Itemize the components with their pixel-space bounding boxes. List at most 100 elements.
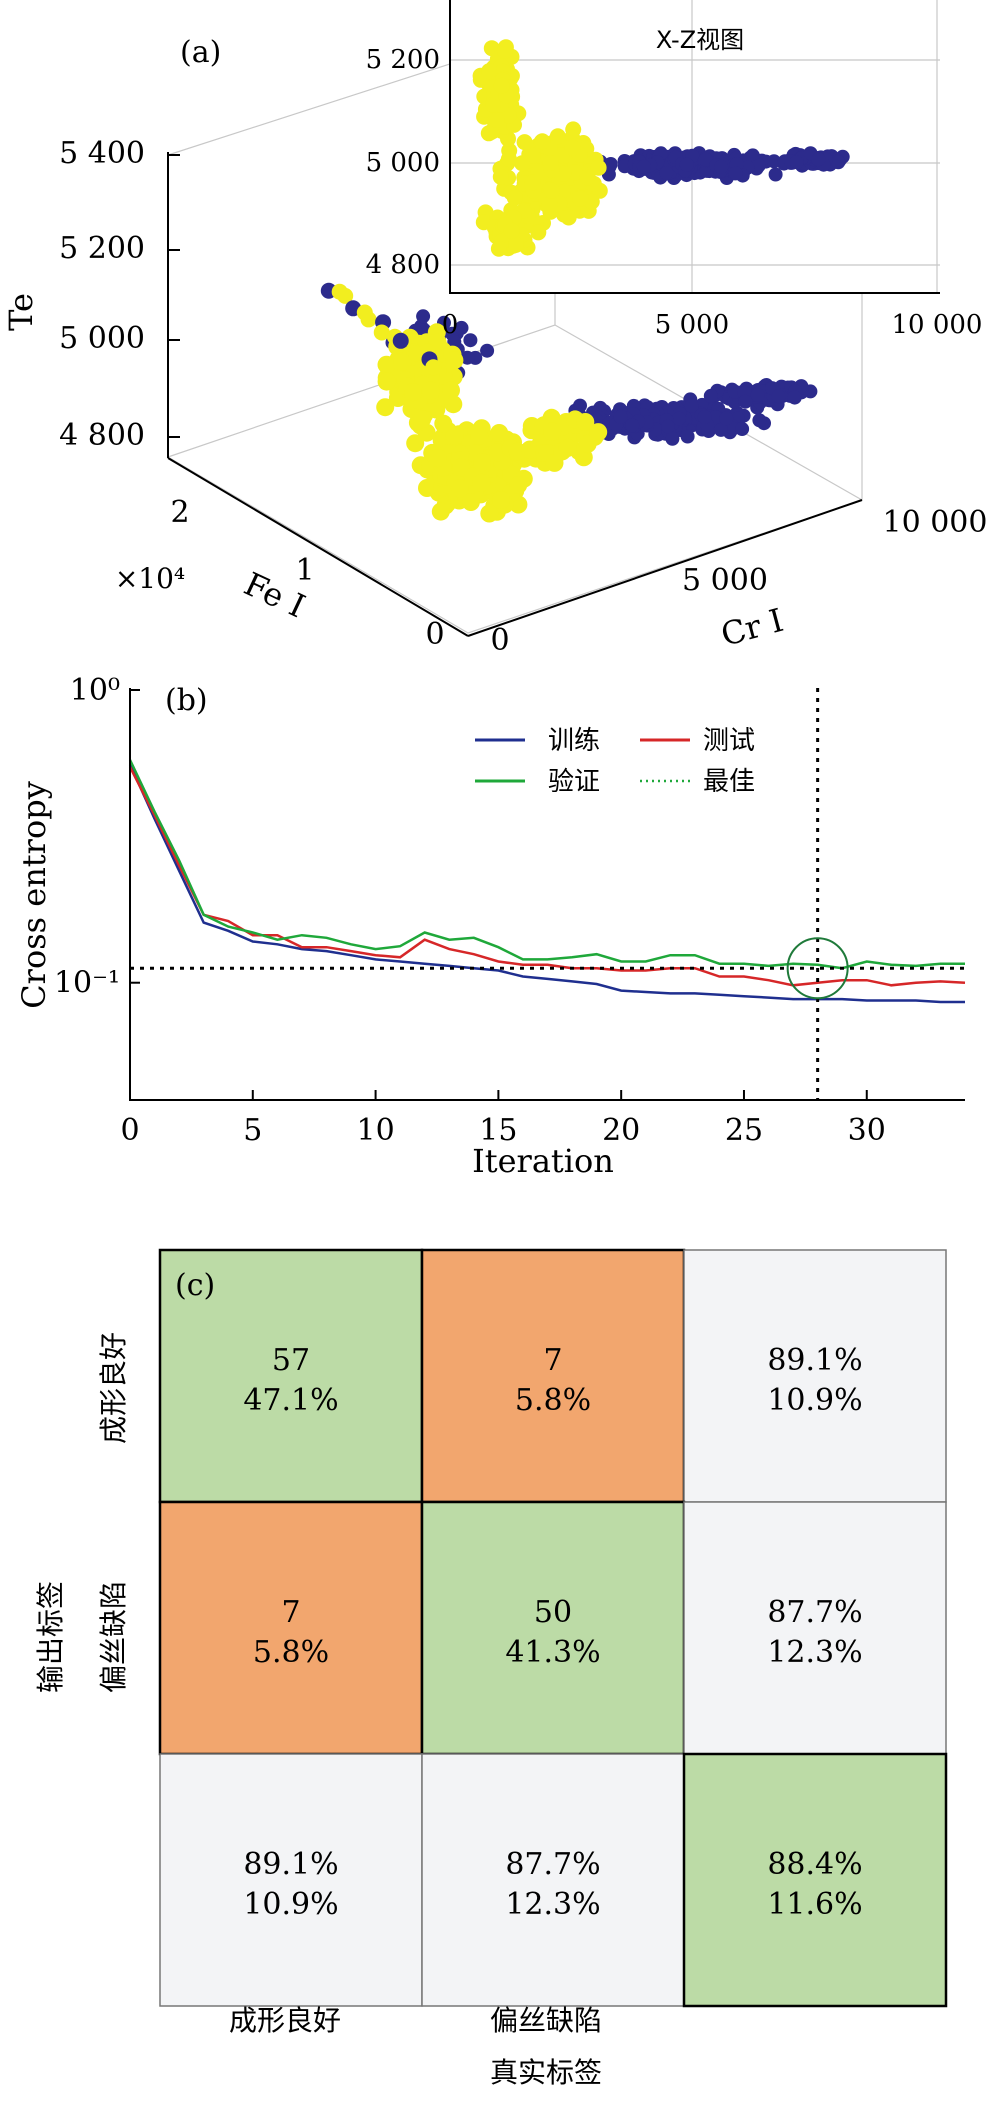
scatter-point — [360, 311, 377, 328]
scatter-point — [496, 42, 513, 59]
scatter-point — [576, 413, 595, 431]
scatter-point — [481, 63, 498, 80]
scatter-point — [404, 383, 422, 402]
z-tick-label: 5 200 — [59, 231, 145, 266]
scatter-point — [506, 189, 523, 206]
scatter-point — [460, 350, 475, 365]
scatter-point — [665, 431, 680, 446]
scatter-point — [714, 159, 729, 174]
scatter-point — [337, 287, 354, 304]
cell-value: 87.7% — [767, 1595, 862, 1630]
inset-y-tick-label: 5 000 — [366, 148, 440, 178]
scatter-point — [543, 182, 560, 199]
scatter-point — [445, 426, 464, 445]
scatter-point — [534, 133, 551, 150]
scatter-point — [697, 410, 712, 424]
scatter-point — [543, 422, 562, 441]
scatter-point — [735, 422, 750, 436]
panel-b: 0 5 10 15 20 25 30 10⁰ 10⁻¹ Cross entropy Iter… — [15, 673, 966, 1180]
scatter-point — [661, 419, 675, 434]
col-label: 成形良好 — [229, 2004, 341, 2037]
cell-percent: 47.1% — [243, 1383, 338, 1418]
line-series — [128, 759, 966, 1004]
scatter-point — [684, 398, 699, 413]
panel-label-a: (a) — [180, 35, 221, 70]
cell-value: 7 — [281, 1595, 300, 1630]
matrix-cell — [158, 1500, 424, 1756]
scatter-point — [490, 424, 509, 442]
scatter-point — [393, 352, 412, 371]
col-label: 偏丝缺陷 — [490, 2004, 602, 2037]
z-ticks: 5 400 5 200 5 000 4 800 — [59, 136, 180, 453]
scatter-point — [425, 359, 442, 376]
scatter-point — [714, 422, 728, 437]
x-ticks: 0 5 000 10 000 — [490, 505, 987, 658]
scatter-point — [636, 159, 651, 174]
x-tick-label: 10 000 — [883, 505, 988, 540]
inset-xz-view: X-Z视图 5 200 5 000 4 800 0 5 000 10 000 — [366, 0, 983, 340]
scatter-point — [524, 174, 541, 191]
b-x-tick-label: 15 — [479, 1113, 517, 1148]
cell-value: 57 — [272, 1343, 310, 1378]
inset-scatter-points — [472, 39, 850, 257]
b-x-tick-label: 0 — [120, 1113, 139, 1148]
scatter-point — [463, 333, 478, 348]
cell-value: 89.1% — [243, 1847, 338, 1882]
z-tick-label: 5 000 — [59, 321, 145, 356]
b-y-axis-title: Cross entropy — [15, 781, 53, 1009]
best-point-marker — [786, 937, 849, 1000]
scatter-point — [472, 473, 491, 492]
scatter-point — [738, 394, 753, 409]
scatter-point — [811, 152, 826, 167]
row-label: 偏丝缺陷 — [97, 1581, 130, 1693]
scatter-point — [751, 158, 766, 173]
b-legend: 训练 测试 验证 最佳 — [475, 726, 755, 797]
x-axis-line — [467, 499, 863, 637]
matrix-cell — [159, 1753, 423, 2007]
scatter-point — [500, 151, 517, 167]
b-y-tick-label: 10⁻¹ — [54, 966, 120, 1001]
scatter-point — [578, 434, 597, 453]
cell-value: 7 — [543, 1343, 562, 1378]
scatter-point — [376, 398, 395, 417]
inset-y-tick-label: 4 800 — [366, 250, 440, 280]
scatter-point — [789, 155, 804, 170]
panel-label-c: (c) — [175, 1268, 215, 1303]
y-ticks: 2 1 0 — [170, 495, 444, 652]
scatter-point — [473, 453, 491, 472]
scatter-point — [431, 502, 450, 521]
scatter-point — [373, 324, 390, 341]
scatter-point — [516, 134, 533, 151]
scatter-point — [492, 168, 509, 185]
scatter-point — [750, 388, 765, 402]
scatter-point — [698, 152, 713, 167]
inset-x-tick-label: 10 000 — [892, 310, 983, 340]
cell-percent: 12.3% — [767, 1635, 862, 1670]
b-x-axis-title: Iteration — [472, 1142, 614, 1180]
panel-c: 57 47.1% 7 5.8% 89.1% 10.9% 7 5.8% 50 41.3% 87.7% 1… — [34, 1248, 948, 2089]
legend-label: 最佳 — [703, 767, 755, 797]
scatter-point — [680, 429, 695, 444]
scatter-point — [549, 128, 566, 145]
scatter-point — [444, 395, 463, 414]
scatter-point — [719, 411, 734, 426]
scatter-point — [625, 418, 640, 433]
scatter-point — [768, 167, 783, 182]
scatter-point — [392, 332, 409, 349]
cell-value: 87.7% — [505, 1847, 600, 1882]
scatter-point — [480, 504, 499, 523]
z-tick-label: 4 800 — [59, 418, 145, 453]
x-axis-title: Cr I — [717, 601, 787, 654]
legend-label: 训练 — [548, 726, 600, 756]
panel-a: 5 400 5 200 5 000 4 800 Te 2 1 0 ×10⁴ Fe… — [2, 0, 987, 658]
scatter-point — [416, 309, 431, 324]
cell-percent: 5.8% — [515, 1383, 591, 1418]
scatter-point — [703, 388, 718, 403]
scatter-point — [589, 423, 608, 442]
scatter-point — [442, 381, 460, 400]
cell-percent: 10.9% — [243, 1887, 338, 1922]
scatter-point — [679, 157, 694, 172]
panel-label-b: (b) — [165, 683, 208, 718]
legend-label: 测试 — [703, 726, 755, 756]
scatter-point — [406, 434, 425, 453]
